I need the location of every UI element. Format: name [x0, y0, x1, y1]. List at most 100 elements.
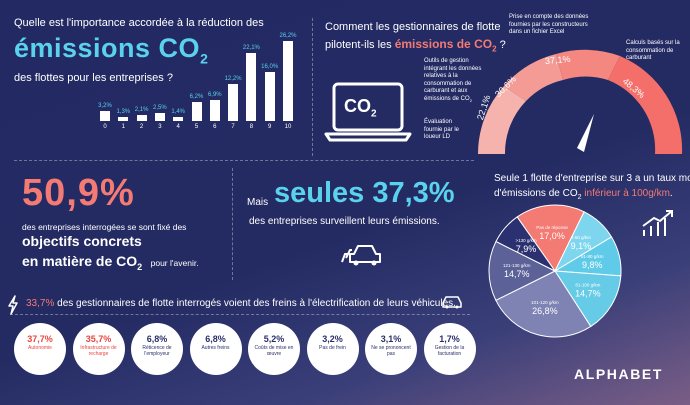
brake-pct: 6,8% [146, 334, 168, 344]
brake-circle: 6,8% Réticence de l'employeur [131, 323, 183, 375]
bar-chart: 3,2% 0 1,3% 1 2,1% 2 2,5% 3 1,4% 4 6,2% 5 6,9% 6 12,2%… [96, 33, 296, 132]
brake-label: Infrastructure de recharge [80, 345, 117, 357]
pie-category-label: 51-80 g/km [581, 254, 604, 259]
bar-value-label: 22,1% [242, 45, 260, 52]
bar [100, 111, 110, 121]
brake-circle: 3,1% Ne se prononcent pas [365, 323, 417, 375]
cars-icon [341, 245, 381, 266]
bar-category-label: 6 [213, 124, 217, 130]
co2-label: CO2 [344, 96, 377, 120]
pie-value-label: 17,0% [539, 231, 565, 241]
pie-value-label: 14,7% [504, 269, 530, 279]
q2-title-end: ? [496, 38, 506, 51]
objectives-bold1: objectifs concrets [22, 233, 142, 249]
bar-category-label: 2 [139, 124, 144, 130]
bar [191, 101, 202, 121]
bar [264, 71, 275, 121]
divider-horizontal [14, 160, 474, 161]
brake-label: Réticence de l'employeur [142, 345, 172, 357]
q1-title-big-text: émissions CO [14, 33, 201, 63]
brake-label: Autonomie [28, 345, 52, 351]
gauge [478, 49, 683, 154]
bar-value-label: 2,1% [134, 106, 149, 113]
objectives-line1: des entreprises interrogées se sont fixé… [22, 222, 187, 232]
bar-category-label: 3 [158, 124, 162, 130]
bar-category-label: 0 [103, 124, 107, 130]
brakes-lead: 33,7% des gestionnaires de flotte interr… [26, 298, 456, 309]
brake-pct: 1,7% [439, 334, 460, 344]
bar [209, 99, 220, 121]
pie-title-highlight: inférieur à 100g/km [581, 187, 670, 199]
pie-category-label: >130 g/km [515, 238, 536, 243]
bar-value-label: 6,9% [207, 91, 222, 98]
bar [173, 116, 184, 121]
label-excel: Prise en compte des données fournies par… [509, 14, 589, 35]
brake-circle: 35,7% Infrastructure de recharge [72, 323, 125, 375]
bar [118, 117, 129, 121]
brake-pct: 37,7% [27, 334, 53, 344]
brakes-lead-pct: 33,7% [26, 298, 55, 309]
brake-pct: 35,7% [85, 334, 112, 344]
bar-value-label: 1,3% [116, 109, 131, 116]
brake-circle: 37,7% Autonomie [14, 323, 66, 375]
bar-value-label: 16,0% [261, 63, 279, 70]
brake-pct: 6,8% [205, 334, 226, 344]
bar-value-label: 3,2% [98, 103, 112, 110]
bar [154, 113, 165, 121]
pie-value-label: 9,8% [582, 260, 603, 270]
label-eval: Évaluation fournie par le loueur LD [424, 119, 460, 140]
laptop-icon [324, 82, 412, 142]
chart-up-icon [642, 210, 673, 236]
bar-value-label: 12,2% [224, 75, 242, 82]
alphabet-logo: ALPHABET [574, 366, 664, 382]
divider-vertical-top [312, 18, 313, 156]
objectives-bold2-text: en matière de CO [22, 253, 138, 269]
bar-value-label: 26,2% [279, 32, 297, 39]
pie-category-label: 81-100 g/km [575, 283, 600, 288]
brake-label: Coûts de mise en œuvre [254, 345, 294, 357]
bar-category-label: 1 [121, 124, 125, 130]
q2-title-pre: Comment les gestionnaires de flotte [325, 21, 501, 33]
bar-value-label: 2,5% [153, 105, 167, 112]
brake-label: Pas de frein [319, 345, 346, 351]
pie-slice [495, 216, 556, 272]
electric-car-icon [442, 296, 462, 309]
q1-title-bottom: des flottes pour les entreprises ? [14, 72, 173, 84]
bar-value-label: 1,4% [171, 108, 186, 115]
q1-title-big: émissions CO2 [14, 33, 208, 66]
pie-category-label: 101-120 g/km [531, 300, 559, 305]
brake-pct: 3,2% [322, 334, 343, 344]
pie-title-2: d'émissions de CO [494, 187, 578, 199]
monitor-line: des entreprises surveillent leurs émissi… [249, 216, 440, 227]
divider-vertical-mid [232, 168, 233, 280]
q2-title-pre2: pilotent-ils les [325, 38, 392, 51]
monitor-pre: Mais [247, 197, 269, 208]
objectives-line-end: pour l'avenir. [150, 258, 199, 268]
pie-category-label: 121-130 g/km [503, 263, 531, 268]
label-tools: Outils de gestion intégrant les données … [424, 58, 482, 103]
pie-slice [554, 270, 622, 328]
bar-value-label: 6,2% [189, 93, 204, 100]
brake-pct: 3,1% [380, 334, 402, 344]
pie-slice [516, 204, 585, 272]
pie-value-label: 9,1% [571, 241, 592, 251]
label-calc: Calculs basés sur la consommation de car… [626, 40, 680, 61]
bar-category-label: 5 [194, 124, 199, 130]
q1-title-big-sub: 2 [200, 50, 209, 67]
pie-slice [495, 270, 592, 338]
pie-title: Seule 1 flotte d'entreprise sur 3 a un t… [494, 172, 690, 203]
divider-brakes [10, 314, 470, 315]
q2-title-highlight: émissions de CO2 [394, 36, 497, 54]
q1-title-top: Quelle est l'importance accordée à la ré… [14, 17, 264, 29]
brake-circle: 1,7% Gestion de la facturation [423, 323, 476, 375]
objectives-big-pct: 50,9% [22, 172, 135, 214]
bar-category-label: 7 [231, 124, 235, 130]
brake-circle: 3,2% Pas de frein [306, 323, 359, 375]
brake-label: Gestion de la facturation [434, 345, 465, 357]
brake-pct: 5,2% [263, 334, 285, 344]
bar-category-label: 4 [176, 124, 180, 130]
lightning-icon [8, 295, 18, 315]
bar-category-label: 9 [268, 124, 272, 130]
objectives-bold2: en matière de CO2 pour l'avenir. [22, 253, 199, 272]
